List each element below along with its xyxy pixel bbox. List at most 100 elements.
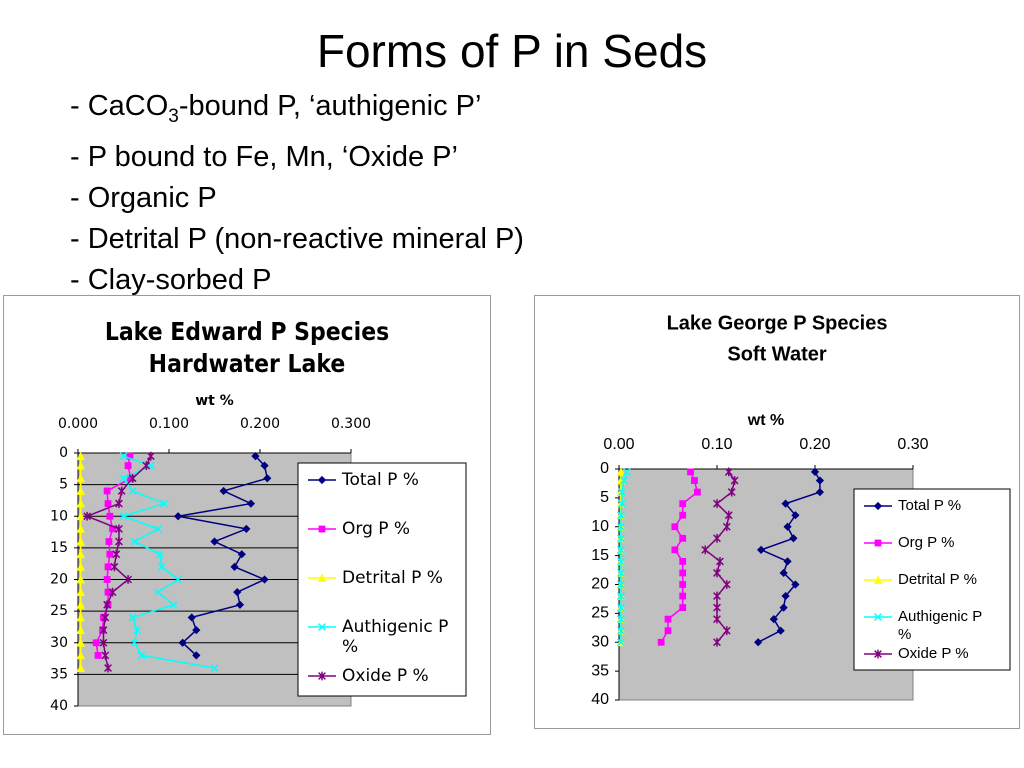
data-point-total: [810, 467, 820, 476]
data-point-org: [679, 569, 687, 577]
legend-swatch-marker: [318, 671, 326, 681]
data-point-total: [783, 557, 792, 566]
data-point-org: [679, 500, 687, 508]
data-point-total: [769, 615, 778, 624]
data-point-authigenic: [174, 575, 183, 584]
x-tick-label: 0.000: [58, 416, 98, 432]
data-point-org: [657, 638, 665, 646]
data-point-total: [210, 537, 219, 546]
lake-edward-chart: Lake Edward P Species Hardwater Lake 0.000…: [3, 295, 491, 735]
legend-label: Detrital P %: [342, 568, 443, 588]
data-point-oxide: [115, 537, 123, 546]
series-line-oxide: [704, 471, 736, 643]
legend-label: Org P %: [898, 534, 954, 551]
data-point-org: [679, 592, 687, 600]
data-point-oxide: [724, 510, 733, 520]
data-point-authigenic: [119, 474, 128, 483]
legend-swatch-marker: [318, 525, 326, 533]
legend-label-line: Authigenic P: [342, 617, 448, 637]
data-point-authigenic: [617, 615, 625, 624]
chart-title-line: Lake Edward P Species: [105, 317, 389, 347]
data-point-total: [260, 461, 269, 470]
data-point-oxide: [108, 587, 117, 597]
data-point-oxide: [722, 626, 731, 636]
legend-label: Authigenic P%: [898, 608, 982, 643]
data-point-oxide: [99, 638, 108, 648]
data-point-detrital: [76, 600, 85, 609]
data-point-authigenic: [155, 550, 164, 559]
data-point-authigenic: [617, 580, 625, 589]
y-tick-label: 0: [600, 460, 609, 477]
data-point-org: [104, 588, 112, 596]
data-point-authigenic: [617, 534, 625, 543]
data-point-org: [103, 487, 111, 495]
bullet-text-suffix: -bound P, ‘authigenic P’: [178, 90, 482, 122]
data-point-oxide: [117, 486, 126, 496]
legend-swatch-marker: [317, 475, 327, 485]
legend: Total P % Org P % Detrital P % Authigenic P…: [297, 462, 467, 697]
data-point-authigenic: [137, 651, 146, 660]
data-point-oxide: [730, 476, 739, 485]
data-point-detrital: [76, 612, 85, 622]
data-point-detrital: [76, 461, 85, 470]
legend-label: Total P %: [341, 470, 419, 490]
data-point-total: [789, 534, 798, 543]
x-tick-label: 0.200: [240, 416, 280, 432]
x-tick-label: 0.100: [149, 416, 189, 432]
bullet-text: - P bound to Fe, Mn, ‘Oxide P’: [70, 140, 458, 173]
data-point-detrital: [76, 511, 85, 521]
chart-title-line-group: Lake George P Species: [667, 312, 888, 334]
legend: Total P % Org P % Detrital P % Authigenic P…: [853, 488, 1011, 671]
data-point-detrital: [616, 467, 626, 476]
data-point-total: [260, 575, 269, 584]
series-detrital: [76, 451, 85, 672]
data-point-total: [815, 487, 825, 497]
bullet-item: - CaCO3-bound P, ‘authigenic P’: [70, 86, 524, 137]
data-point-authigenic: [617, 638, 625, 647]
data-point-org: [664, 615, 672, 623]
x-axis-label: wt %: [195, 393, 234, 409]
data-point-total: [781, 499, 790, 508]
data-point-detrital: [76, 650, 85, 660]
data-point-authigenic: [128, 613, 137, 622]
legend-swatch-marker: [318, 623, 326, 631]
x-tick-label: 0.10: [701, 436, 732, 453]
y-tick-label: 35: [591, 662, 609, 679]
y-tick-label: 20: [50, 572, 68, 588]
y-tick-label: 30: [50, 635, 68, 651]
bullet-item: - Organic P: [70, 178, 524, 219]
data-point-authigenic: [622, 467, 631, 476]
data-point-org: [664, 627, 672, 635]
data-point-authigenic: [617, 522, 625, 531]
data-point-org: [106, 512, 114, 520]
legend-swatch-marker: [874, 613, 882, 621]
data-point-detrital: [76, 562, 85, 571]
bullet-item: - Detrital P (non-reactive mineral P): [70, 219, 524, 260]
data-point-authigenic: [210, 664, 219, 672]
x-axis-label: wt %: [747, 412, 784, 429]
data-point-org: [679, 534, 687, 542]
legend-swatch-marker: [317, 573, 327, 582]
data-point-authigenic: [617, 545, 625, 554]
data-point-total: [791, 511, 800, 520]
data-point-oxide: [727, 487, 736, 497]
data-point-authigenic: [119, 512, 128, 521]
data-point-org: [106, 550, 114, 558]
data-point-oxide: [701, 545, 710, 555]
bullet-subscript: 3: [168, 105, 179, 127]
data-point-authigenic: [130, 537, 139, 546]
data-point-total: [192, 625, 201, 635]
y-tick-label: 20: [591, 576, 609, 593]
data-point-detrital: [76, 486, 85, 495]
legend-box: [297, 462, 467, 697]
legend-label: Total P %: [898, 497, 961, 514]
data-point-org: [671, 546, 679, 554]
legend-label: Oxide P %: [342, 666, 429, 686]
y-tick-label: 5: [600, 489, 609, 506]
legend-label: Detrital P %: [898, 571, 977, 588]
data-point-authigenic: [160, 499, 169, 508]
data-point-total: [237, 550, 246, 559]
legend-swatch-marker: [873, 501, 883, 511]
chart-title-line: Hardwater Lake: [149, 349, 346, 379]
